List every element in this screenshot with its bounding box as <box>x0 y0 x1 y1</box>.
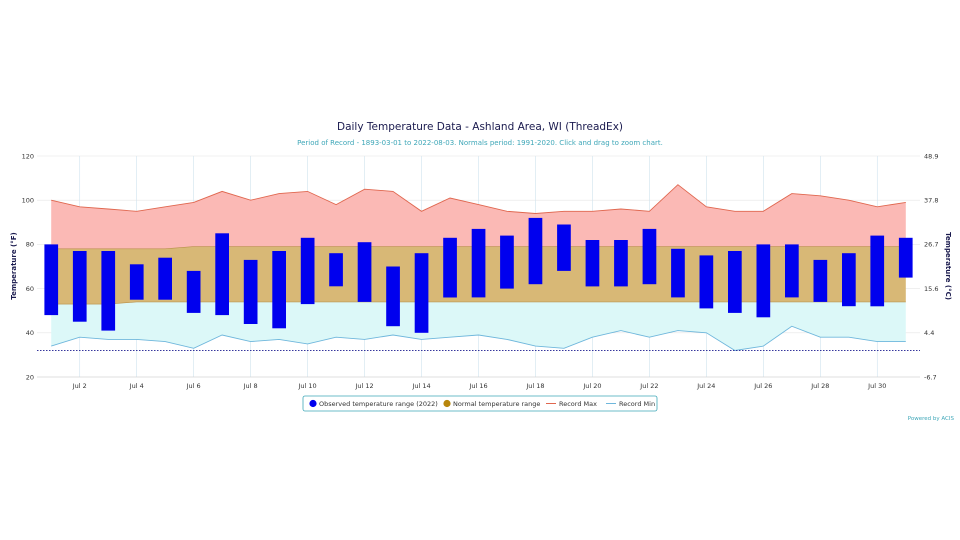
y-tick-label: 60 <box>26 285 34 293</box>
legend-observed-marker <box>309 399 317 408</box>
observed-bar[interactable] <box>329 253 343 287</box>
observed-bar[interactable] <box>500 235 514 289</box>
x-tick-label: Jul 20 <box>582 382 601 390</box>
x-tick-label: Jul 12 <box>354 382 373 390</box>
observed-bar[interactable] <box>898 237 913 278</box>
legend-record-max-label[interactable]: Record Max <box>559 400 597 408</box>
observed-bar[interactable] <box>158 257 172 300</box>
observed-bar[interactable] <box>585 240 600 287</box>
x-tick-label: Jul 6 <box>186 382 201 390</box>
observed-bar[interactable] <box>842 253 856 307</box>
observed-bar[interactable] <box>756 244 771 318</box>
observed-bar[interactable] <box>870 235 885 307</box>
legend-box <box>302 395 658 412</box>
acis-credit[interactable]: Powered by ACIS <box>908 416 955 422</box>
x-axis: Jul 2 Jul 4 Jul 6 Jul 8 Jul 10 Jul 12 Jul 14 Ju… <box>72 382 887 390</box>
x-tick-label: Jul 24 <box>696 382 715 390</box>
legend-record-min-label[interactable]: Record Min <box>619 400 655 408</box>
chart-title: Daily Temperature Data - Ashland Area, W… <box>337 121 623 133</box>
legend-observed-label[interactable]: Observed temperature range (2022) <box>319 400 438 408</box>
band-layer <box>37 184 920 351</box>
observed-bar[interactable] <box>471 228 486 298</box>
x-tick-label: Jul 14 <box>411 382 430 390</box>
observed-bar[interactable] <box>243 259 258 324</box>
observed-bars <box>44 217 913 333</box>
legend-normal-marker <box>443 399 451 408</box>
y2-tick-label: -6.7 <box>924 373 937 381</box>
x-tick-label: Jul 26 <box>753 382 772 390</box>
x-tick-label: Jul 10 <box>298 382 317 390</box>
observed-bar[interactable] <box>813 259 828 302</box>
observed-bar[interactable] <box>642 228 657 285</box>
y-axis-title: Temperature (°F) <box>10 232 18 299</box>
x-tick-label: Jul 8 <box>243 382 258 390</box>
x-tick-label: Jul 22 <box>639 382 658 390</box>
y2-tick-label: 37.8 <box>924 197 938 205</box>
legend[interactable]: Observed temperature range (2022) Normal… <box>302 395 658 412</box>
observed-bar[interactable] <box>386 266 400 327</box>
y2-tick-label: 15.6 <box>924 285 938 293</box>
observed-bar[interactable] <box>671 248 685 298</box>
observed-bar[interactable] <box>614 240 628 287</box>
record-min-line <box>51 325 906 351</box>
x-tick-label: Jul 30 <box>867 382 886 390</box>
record-low-band <box>51 301 906 351</box>
observed-bar[interactable] <box>699 255 714 309</box>
x-tick-label: Jul 16 <box>468 382 487 390</box>
observed-bar[interactable] <box>215 233 229 316</box>
observed-bar[interactable] <box>528 217 543 285</box>
y-tick-label: 100 <box>22 197 34 205</box>
y-axis-left: 20 40 60 80 100 120 <box>22 152 34 381</box>
observed-bar[interactable] <box>357 242 372 302</box>
y-tick-label: 120 <box>22 152 34 160</box>
observed-bar[interactable] <box>443 237 457 298</box>
observed-bar[interactable] <box>72 251 87 322</box>
x-tick-label: Jul 18 <box>525 382 544 390</box>
chart-subtitle: Period of Record - 1893-03-01 to 2022-08… <box>297 139 663 147</box>
y2-axis-title: Temperature (°C) <box>944 232 952 300</box>
x-tick-label: Jul 4 <box>129 382 144 390</box>
observed-bar[interactable] <box>272 251 286 329</box>
observed-bar[interactable] <box>129 264 144 300</box>
x-tick-label: Jul 28 <box>810 382 829 390</box>
observed-bar[interactable] <box>186 270 201 313</box>
y-tick-label: 80 <box>26 241 34 249</box>
x-tick-label: Jul 2 <box>72 382 87 390</box>
y-tick-label: 20 <box>26 373 34 381</box>
observed-bar[interactable] <box>300 237 315 305</box>
observed-bar[interactable] <box>785 244 799 298</box>
record-high-band <box>51 184 906 249</box>
y-tick-label: 40 <box>26 329 34 337</box>
observed-bar[interactable] <box>414 253 429 333</box>
y2-tick-label: 26.7 <box>924 241 938 249</box>
observed-bar[interactable] <box>728 251 742 313</box>
observed-bar[interactable] <box>44 244 59 316</box>
observed-bar[interactable] <box>557 224 571 271</box>
y-axis-right: -6.7 4.4 15.6 26.7 37.8 48.9 <box>924 152 938 381</box>
legend-normal-label[interactable]: Normal temperature range <box>453 400 540 408</box>
y2-tick-label: 48.9 <box>924 152 938 160</box>
observed-bar[interactable] <box>101 251 116 331</box>
y2-tick-label: 4.4 <box>924 329 934 337</box>
record-max-line <box>51 184 906 214</box>
